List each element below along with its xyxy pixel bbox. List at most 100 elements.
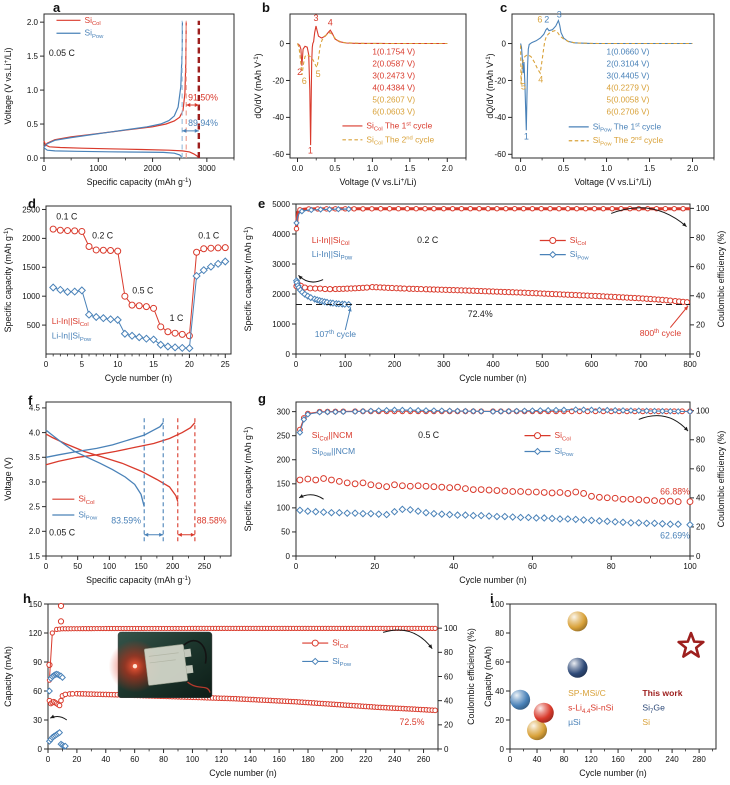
svg-text:0.05 C: 0.05 C	[49, 48, 76, 58]
svg-text:SiPow: SiPow	[570, 249, 590, 261]
svg-text:2.0: 2.0	[687, 164, 699, 173]
panel-b-label: b	[262, 0, 270, 15]
svg-text:2.5: 2.5	[29, 502, 41, 511]
svg-text:SiCol||NCM: SiCol||NCM	[312, 430, 353, 442]
svg-text:3000: 3000	[198, 164, 216, 173]
panel-b-chart: 0.0 0.5 1.0 1.5 2.0 0 -20 -40 -60 Voltage (V vs.L…	[253, 13, 467, 187]
panel-h-chart: 0 20 40 60 80 100 120 140 160 180 200 220 240 2600306…	[3, 600, 476, 778]
svg-text:0.2 C: 0.2 C	[92, 230, 114, 240]
svg-text:120: 120	[29, 629, 43, 638]
panel-g: g 0 20 40 60 80 100 0 50 100 150 200 250 300 0 20 40 60 8…	[240, 390, 730, 592]
svg-text:80: 80	[696, 436, 705, 445]
svg-text:140: 140	[244, 755, 258, 764]
svg-text:0.2 C: 0.2 C	[417, 235, 439, 245]
svg-text:107th cycle: 107th cycle	[315, 329, 357, 339]
svg-text:Coulombic efficiency (%): Coulombic efficiency (%)	[716, 231, 726, 328]
svg-text:5: 5	[521, 82, 526, 92]
svg-text:-60: -60	[494, 150, 506, 159]
svg-text:1: 1	[308, 145, 313, 155]
svg-text:SiPow: SiPow	[555, 446, 575, 458]
svg-text:4(0.4384 V): 4(0.4384 V)	[372, 84, 415, 93]
svg-text:0: 0	[502, 39, 507, 48]
svg-text:Cycle number (n): Cycle number (n)	[459, 373, 527, 383]
svg-text:Voltage (V vs.Li+/Li): Voltage (V vs.Li+/Li)	[340, 177, 417, 187]
svg-text:4000: 4000	[272, 230, 290, 239]
svg-text:Li-In||SiPow: Li-In||SiPow	[52, 331, 92, 343]
panel-i: i 0 40 80 120 160 200 240 280 0 20 40 60 80 100 Cycle …	[480, 592, 730, 785]
svg-text:3: 3	[557, 9, 562, 19]
panel-c-chart: 0.0 0.5 1.0 1.5 2.0 0 -20 -40 -60 Voltage (V vs.L…	[485, 9, 715, 187]
svg-text:2000: 2000	[272, 290, 290, 299]
panel-g-chart: 0 20 40 60 80 1000501001502002503000204060801…	[243, 401, 726, 585]
panel-c-label: c	[500, 0, 508, 15]
svg-text:40: 40	[696, 292, 705, 301]
panel-a: a 0 1000 2000 3000 0.0 0.5 1.0 1.5 2.0 Specific c…	[0, 0, 250, 194]
svg-text:80: 80	[560, 755, 569, 764]
svg-text:2500: 2500	[22, 205, 40, 214]
svg-text:88.58%: 88.58%	[197, 515, 227, 525]
svg-text:800th cycle: 800th cycle	[640, 328, 682, 338]
svg-text:3.0: 3.0	[29, 478, 41, 487]
svg-text:1.5: 1.5	[644, 164, 656, 173]
svg-text:50: 50	[73, 562, 82, 571]
svg-text:SiCol: SiCol	[84, 15, 100, 27]
svg-text:3.5: 3.5	[29, 453, 41, 462]
svg-text:0.05 C: 0.05 C	[49, 527, 76, 537]
svg-text:80: 80	[159, 755, 168, 764]
panel-d-chart: 0 5 10 15 20 25 500 1000 1500 2000 2500 Cycle numbe…	[3, 205, 232, 383]
svg-text:100: 100	[683, 562, 697, 571]
svg-text:SiPow||NCM: SiPow||NCM	[312, 446, 355, 458]
svg-text:200: 200	[330, 755, 344, 764]
svg-text:60: 60	[444, 672, 453, 681]
svg-text:Li-In||SiPow: Li-In||SiPow	[312, 249, 353, 261]
svg-text:80: 80	[444, 648, 453, 657]
svg-text:0: 0	[44, 562, 49, 571]
svg-text:20: 20	[696, 321, 705, 330]
svg-text:2000: 2000	[22, 234, 40, 243]
svg-text:Coulombic efficiency (%): Coulombic efficiency (%)	[466, 628, 476, 725]
svg-text:4: 4	[538, 74, 543, 84]
svg-text:500: 500	[536, 360, 550, 369]
svg-text:6(0.2706 V): 6(0.2706 V)	[607, 108, 650, 117]
svg-text:100: 100	[696, 204, 710, 213]
svg-text:Cycle number (n): Cycle number (n)	[579, 768, 647, 778]
panel-d-label: d	[28, 196, 36, 211]
svg-text:0.0: 0.0	[292, 164, 304, 173]
svg-text:0.0: 0.0	[515, 164, 527, 173]
svg-text:25: 25	[221, 360, 230, 369]
svg-text:-40: -40	[494, 113, 506, 122]
svg-text:Li-In||SiCol: Li-In||SiCol	[52, 316, 89, 328]
svg-text:0: 0	[294, 360, 299, 369]
svg-text:40: 40	[495, 687, 504, 696]
panel-h: h 0 20 40 60 80 100 120 140 160 180 200 220 240 260 0 3…	[0, 592, 480, 785]
svg-text:SiCol The 1st cycle: SiCol The 1st cycle	[366, 120, 432, 132]
svg-text:-20: -20	[272, 76, 284, 85]
svg-text:4.5: 4.5	[29, 404, 41, 413]
svg-text:200: 200	[166, 562, 180, 571]
svg-text:40: 40	[533, 755, 542, 764]
svg-text:1.0: 1.0	[367, 164, 379, 173]
svg-text:150: 150	[29, 600, 43, 609]
svg-text:5: 5	[316, 69, 321, 79]
svg-text:2(0.3104 V): 2(0.3104 V)	[607, 60, 650, 69]
panel-f: f 0 50 100 150 200 250 1.5 2.0 2.5 3.0 3.5 4.0 4.5 Sp…	[0, 390, 240, 592]
svg-text:100: 100	[491, 600, 505, 609]
svg-text:1000: 1000	[22, 292, 40, 301]
svg-text:2: 2	[544, 14, 549, 24]
svg-text:5(0.2607 V): 5(0.2607 V)	[372, 96, 415, 105]
svg-text:15: 15	[149, 360, 158, 369]
svg-text:dQ/dV (mAh V-1): dQ/dV (mAh V-1)	[485, 53, 495, 118]
pouch-cell-photo	[108, 631, 213, 699]
panel-a-chart: 0 1000 2000 3000 0.0 0.5 1.0 1.5 2.0 Specific cap…	[3, 13, 235, 187]
svg-text:4(0.2279 V): 4(0.2279 V)	[607, 84, 650, 93]
svg-text:Specific capacity (mAh g-1): Specific capacity (mAh g-1)	[3, 228, 13, 333]
svg-text:200: 200	[388, 360, 402, 369]
svg-text:2.0: 2.0	[27, 18, 39, 27]
svg-text:0: 0	[38, 745, 43, 754]
svg-text:SiPow The 1st cycle: SiPow The 1st cycle	[593, 121, 662, 133]
svg-text:180: 180	[301, 755, 315, 764]
svg-text:700: 700	[634, 360, 648, 369]
svg-text:-60: -60	[272, 150, 284, 159]
panel-f-chart: 0 50 100 150 200 250 1.5 2.0 2.5 3.0 3.5 4.0 4.5 Spec…	[3, 401, 232, 585]
svg-text:400: 400	[486, 360, 500, 369]
